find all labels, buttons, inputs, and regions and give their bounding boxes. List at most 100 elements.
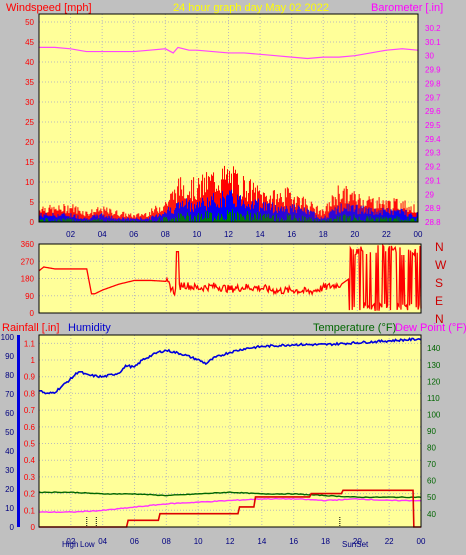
direction-y-tick-label: 360	[21, 240, 35, 249]
wind-barometer-grid	[39, 14, 419, 223]
barometer-y-tick-label: 29.8	[425, 79, 441, 88]
temperature-y-tick-label: 90	[427, 427, 436, 436]
rainfall-line	[39, 489, 421, 528]
wind-y-tick-label: 10	[25, 178, 34, 187]
barometer-y-tick-label: 29.5	[425, 121, 441, 130]
bottom-x-tick-label: 00	[417, 537, 426, 546]
rain-y-tick-label: 0.8	[24, 389, 36, 398]
bottom-plot-border	[38, 334, 422, 528]
wind-x-tick-label: 14	[256, 230, 265, 239]
humidity-axis-bar	[17, 335, 20, 527]
humidity-y-tick-label: 10	[5, 504, 14, 513]
temperature-y-tick-label: 60	[427, 477, 436, 486]
barometer-y-tick-label: 29.2	[425, 163, 441, 172]
humidity-y-tick-label: 60	[5, 409, 14, 418]
dewpoint-axis-title: Dew Point (°F)	[395, 322, 466, 334]
humidity-y-tick-label: 20	[5, 485, 14, 494]
direction-letter-n-bottom: N	[435, 312, 444, 326]
barometer-y-tick-label: 28.8	[425, 218, 441, 227]
wind-plot-border	[38, 13, 419, 223]
wind-axis-title: Windspeed [mph]	[6, 2, 92, 14]
humidity-y-tick-label: 90	[5, 352, 14, 361]
barometer-y-tick-label: 30.2	[425, 24, 441, 33]
rain-y-tick-label: 0	[31, 523, 36, 532]
wind-y-tick-label: 20	[25, 138, 34, 147]
wind-x-tick-label: 20	[350, 230, 359, 239]
direction-plot-border	[38, 243, 422, 314]
barometer-y-tick-label: 30	[425, 52, 434, 61]
humidity-y-tick-label: 30	[5, 466, 14, 475]
bottom-x-tick-label: 14	[257, 537, 266, 546]
temperature-y-tick-label: 110	[427, 394, 440, 403]
axis-labels: 0510152025303540455028.828.92929.129.229…	[1, 18, 441, 546]
wind-y-tick-label: 15	[25, 158, 34, 167]
direction-letter-s: S	[435, 276, 443, 290]
barometer-y-tick-label: 30.1	[425, 38, 441, 47]
wind-y-tick-label: 50	[25, 18, 34, 27]
rain-y-tick-label: 0.2	[24, 490, 36, 499]
bottom-x-tick-label: 16	[289, 537, 298, 546]
high-marker-label: High	[62, 540, 78, 549]
wind-y-tick-label: 0	[30, 218, 35, 227]
wind-x-tick-label: 22	[382, 230, 391, 239]
rain-y-tick-label: 1.1	[24, 339, 36, 348]
wind-y-tick-label: 40	[25, 58, 34, 67]
wind-direction-marks	[38, 243, 422, 314]
direction-y-tick-label: 270	[21, 257, 35, 266]
temperature-y-tick-label: 50	[427, 493, 436, 502]
direction-y-tick-label: 0	[30, 309, 35, 318]
bottom-x-tick-label: 22	[385, 537, 394, 546]
direction-letter-e: E	[435, 294, 443, 308]
direction-y-tick-label: 180	[21, 275, 35, 284]
rain-y-tick-label: 0.5	[24, 440, 36, 449]
wind-barometer-marks	[38, 13, 419, 223]
temperature-y-tick-label: 80	[427, 444, 436, 453]
temperature-y-tick-label: 40	[427, 510, 436, 519]
temperature-line	[38, 491, 422, 499]
humidity-line	[38, 337, 422, 395]
wind-x-tick-label: 08	[161, 230, 170, 239]
humidity-axis-title: Humidity	[68, 322, 111, 334]
wind-y-tick-label: 45	[25, 38, 34, 47]
wind-x-tick-label: 00	[414, 230, 423, 239]
low-marker-label: Low	[80, 540, 95, 549]
rain-y-tick-label: 0.3	[24, 473, 36, 482]
humidity-y-tick-label: 40	[5, 447, 14, 456]
barometer-axis-title: Barometer [.in]	[371, 2, 443, 14]
sunset-marker-label: SunSet	[342, 540, 369, 549]
barometer-y-tick-label: 29.3	[425, 149, 441, 158]
barometer-line	[39, 46, 419, 60]
wind-direction-line	[38, 243, 422, 311]
direction-letter-n-top: N	[435, 240, 444, 254]
barometer-y-tick-label: 29.6	[425, 107, 441, 116]
bottom-x-tick-label: 18	[321, 537, 330, 546]
rain-y-tick-label: 0.7	[24, 406, 36, 415]
humidity-y-tick-label: 100	[1, 333, 15, 342]
wind-y-tick-label: 25	[25, 118, 34, 127]
wind-x-tick-label: 12	[224, 230, 233, 239]
bottom-x-tick-label: 02	[66, 537, 75, 546]
wind-y-tick-label: 5	[30, 198, 35, 207]
rain-axis-title: Rainfall [.in]	[2, 322, 59, 334]
rain-humidity-marks	[17, 334, 422, 528]
barometer-y-tick-label: 29.7	[425, 93, 441, 102]
bottom-x-tick-label: 20	[353, 537, 362, 546]
barometer-y-tick-label: 29.1	[425, 176, 441, 185]
wind-x-tick-label: 02	[66, 230, 75, 239]
bottom-x-tick-label: 04	[98, 537, 107, 546]
wind-x-tick-label: 04	[98, 230, 107, 239]
bottom-x-tick-label: 10	[194, 537, 203, 546]
wind-x-tick-label: 18	[319, 230, 328, 239]
bottom-x-tick-label: 12	[226, 537, 235, 546]
temperature-axis-title: Temperature (°F)	[313, 322, 396, 334]
humidity-y-tick-label: 50	[5, 428, 14, 437]
bottom-x-tick-label: 08	[162, 537, 171, 546]
temperature-y-tick-label: 130	[427, 361, 441, 370]
temperature-y-tick-label: 140	[427, 344, 441, 353]
direction-y-tick-label: 90	[25, 292, 34, 301]
rain-y-tick-label: 0.1	[24, 506, 36, 515]
bottom-x-tick-label: 06	[130, 537, 139, 546]
dewpoint-line	[38, 497, 422, 514]
